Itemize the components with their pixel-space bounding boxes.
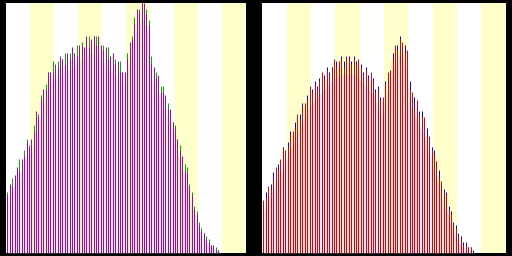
Bar xyxy=(102,3,126,253)
Bar xyxy=(359,3,384,253)
Bar xyxy=(457,3,481,253)
Bar xyxy=(78,3,102,253)
Bar xyxy=(433,3,457,253)
Bar xyxy=(174,3,198,253)
Bar xyxy=(126,3,150,253)
Bar xyxy=(481,3,506,253)
Bar xyxy=(30,3,54,253)
Bar xyxy=(6,3,30,253)
Bar xyxy=(335,3,359,253)
Bar xyxy=(287,3,311,253)
Bar xyxy=(222,3,246,253)
Bar xyxy=(409,3,433,253)
Bar xyxy=(262,3,287,253)
Bar xyxy=(311,3,335,253)
Bar xyxy=(198,3,222,253)
Bar xyxy=(150,3,174,253)
Bar xyxy=(54,3,78,253)
Bar xyxy=(384,3,409,253)
